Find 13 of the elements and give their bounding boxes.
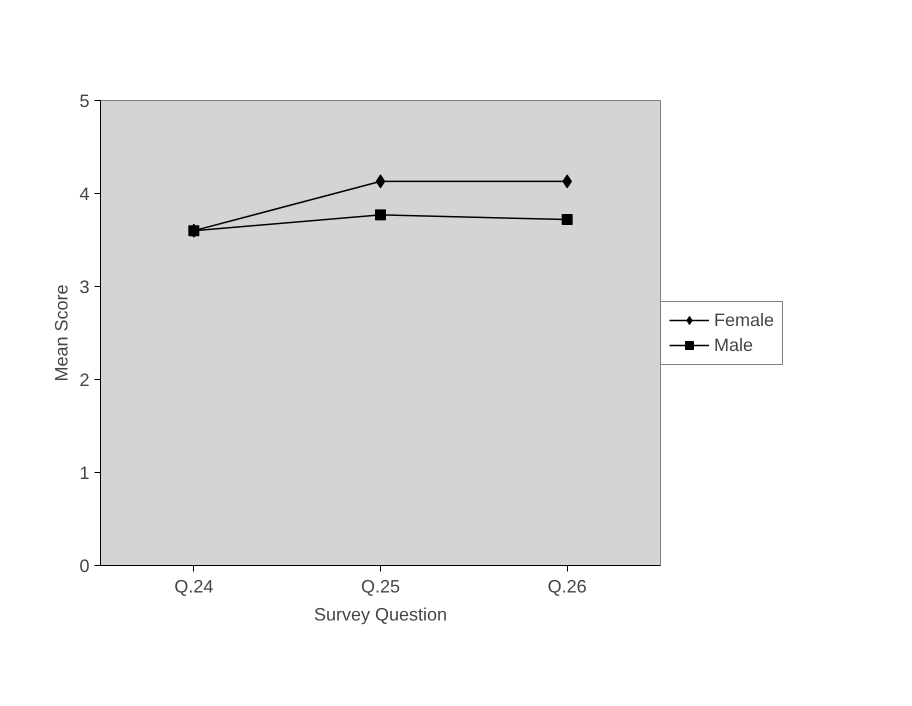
legend-label: Male (714, 334, 754, 356)
y-tick-label: 0 (79, 556, 90, 576)
x-axis-title: Survey Question (314, 604, 448, 624)
y-tick-label: 3 (79, 277, 90, 297)
y-axis-title: Mean Score (51, 284, 72, 382)
y-tick-label: 5 (79, 91, 90, 111)
x-tick-label: Q.24 (174, 576, 214, 596)
y-tick-label: 2 (79, 370, 90, 390)
legend-label: Female (714, 310, 774, 330)
x-tick-label: Q.25 (360, 576, 400, 596)
x-tick-label: Q.26 (548, 576, 587, 596)
y-tick-label: 4 (79, 184, 90, 204)
y-tick-label: 1 (79, 463, 90, 483)
